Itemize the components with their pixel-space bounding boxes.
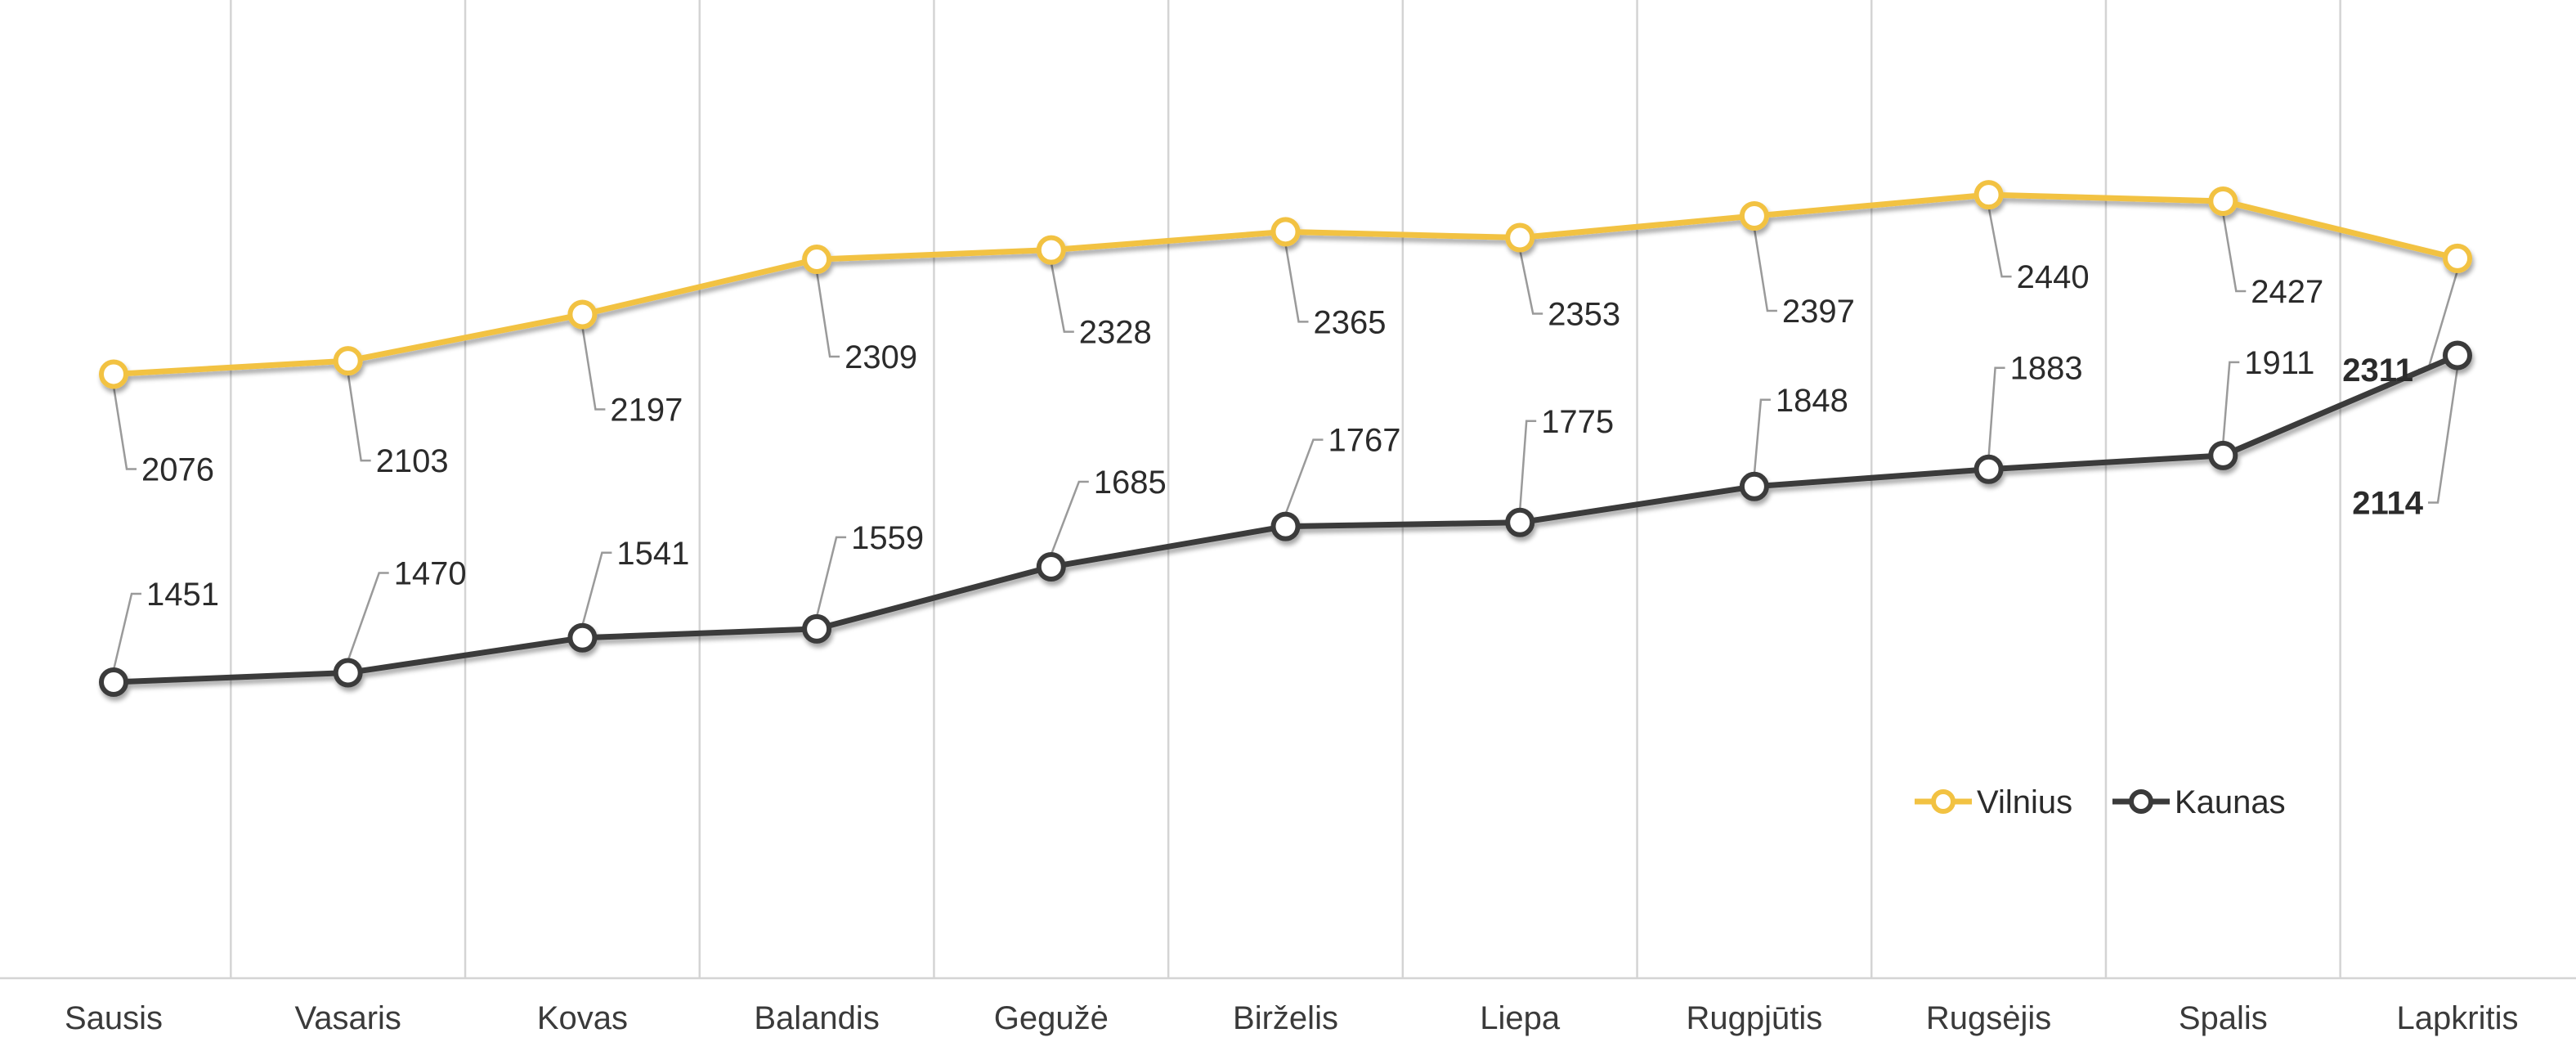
legend-swatch-marker (2129, 789, 2153, 814)
x-tick-label: Sausis (65, 1000, 163, 1036)
data-label: 1775 (1541, 404, 1614, 440)
data-point[interactable] (1739, 471, 1769, 501)
data-point[interactable] (2443, 243, 2472, 273)
data-label: 1685 (1094, 465, 1167, 501)
label-leader-line (2428, 367, 2459, 504)
data-point[interactable] (1739, 201, 1769, 231)
gridlines (230, 0, 2341, 978)
data-point[interactable] (567, 299, 598, 330)
data-point[interactable] (802, 245, 832, 275)
data-point[interactable] (1973, 180, 2004, 210)
legend-label: Kaunas (2175, 784, 2286, 820)
label-leader-line (347, 572, 389, 661)
data-point[interactable] (333, 658, 363, 688)
legend-item-kaunas[interactable]: Kaunas (2112, 784, 2286, 820)
data-point[interactable] (2208, 440, 2238, 470)
series-vilnius (99, 180, 2472, 389)
data-label: 1559 (851, 520, 924, 556)
label-leader-line (1518, 249, 1543, 315)
data-label: 2309 (844, 339, 917, 375)
data-point[interactable] (1505, 222, 1535, 253)
data-label: 1883 (2010, 351, 2083, 387)
label-leader-line (815, 536, 847, 618)
data-label: 1541 (616, 536, 689, 572)
label-leader-line (1284, 438, 1324, 515)
label-leader-line (1987, 206, 2012, 278)
label-leader-line (1753, 227, 1777, 312)
data-point[interactable] (1036, 235, 1066, 265)
label-leader-line (1987, 366, 2005, 457)
data-point[interactable] (99, 667, 128, 697)
label-leader-line (815, 271, 840, 358)
data-point[interactable] (1270, 217, 1301, 247)
legend-item-vilnius[interactable]: Vilnius (1915, 784, 2072, 820)
x-tick-label: Rugsėjis (1926, 1000, 2051, 1036)
data-label: 2440 (2017, 259, 2090, 295)
x-tick-label: Rugpjūtis (1687, 1000, 1823, 1036)
x-tick-label: Liepa (1480, 1000, 1561, 1036)
x-tick-label: Vasaris (294, 1000, 401, 1036)
data-label: 1767 (1328, 423, 1401, 459)
label-leader-line (1753, 398, 1771, 474)
label-leader-line (581, 326, 606, 411)
x-tick-label: Birželis (1233, 1000, 1338, 1036)
data-point[interactable] (2443, 340, 2472, 371)
x-tick-label: Spalis (2179, 1000, 2268, 1036)
label-leader-line (2222, 213, 2247, 293)
data-label: 2353 (1548, 297, 1620, 333)
legend-label: Vilnius (1977, 784, 2072, 820)
data-label: 2365 (1314, 304, 1387, 340)
x-tick-label: Gegužė (994, 1000, 1109, 1036)
data-label: 2197 (610, 393, 683, 429)
label-leader-line (1284, 244, 1309, 323)
data-label: 2397 (1782, 294, 1855, 330)
series (99, 180, 2472, 697)
data-label: 1848 (1776, 383, 1848, 419)
legend-swatch-marker (1931, 789, 1956, 814)
x-tick-label: Kovas (537, 1000, 628, 1036)
data-point[interactable] (1973, 454, 2004, 484)
x-axis: Sausis Vasaris Kovas Balandis Gegužė Birželis… (0, 977, 2576, 1036)
data-label: 1911 (2244, 345, 2314, 381)
x-tick-label: Lapkritis (2397, 1000, 2519, 1036)
label-leader-line (1050, 480, 1089, 555)
data-point[interactable] (1036, 552, 1066, 582)
data-label: 2311 (2342, 353, 2413, 389)
data-label: 1451 (146, 577, 219, 613)
data-label: 1470 (394, 556, 467, 592)
label-leader-line (581, 551, 612, 627)
label-leader-line (347, 372, 371, 462)
data-labels: 2076 2103 2197 2309 2328 2365 2353 2397 2440 2427… (141, 259, 2424, 613)
data-label: 2114 (2352, 486, 2424, 522)
data-point[interactable] (567, 622, 598, 653)
x-tick-label: Balandis (754, 1000, 879, 1036)
label-leader-line (2222, 361, 2240, 443)
data-point[interactable] (1505, 507, 1535, 537)
data-point[interactable] (802, 613, 832, 644)
label-leader-line (1518, 420, 1537, 510)
label-leader-line (1050, 262, 1074, 333)
data-point[interactable] (2208, 186, 2238, 216)
label-leader-line (112, 386, 137, 470)
data-label: 2328 (1079, 315, 1152, 351)
data-label: 2427 (2251, 274, 2323, 310)
data-label: 2103 (376, 443, 449, 479)
legend: Vilnius Kaunas (1915, 784, 2286, 820)
series-kaunas (99, 340, 2472, 697)
label-leader-line (112, 592, 141, 671)
data-point[interactable] (333, 346, 363, 376)
data-label: 2076 (141, 451, 214, 487)
data-point[interactable] (1270, 511, 1301, 541)
data-point[interactable] (99, 359, 128, 389)
